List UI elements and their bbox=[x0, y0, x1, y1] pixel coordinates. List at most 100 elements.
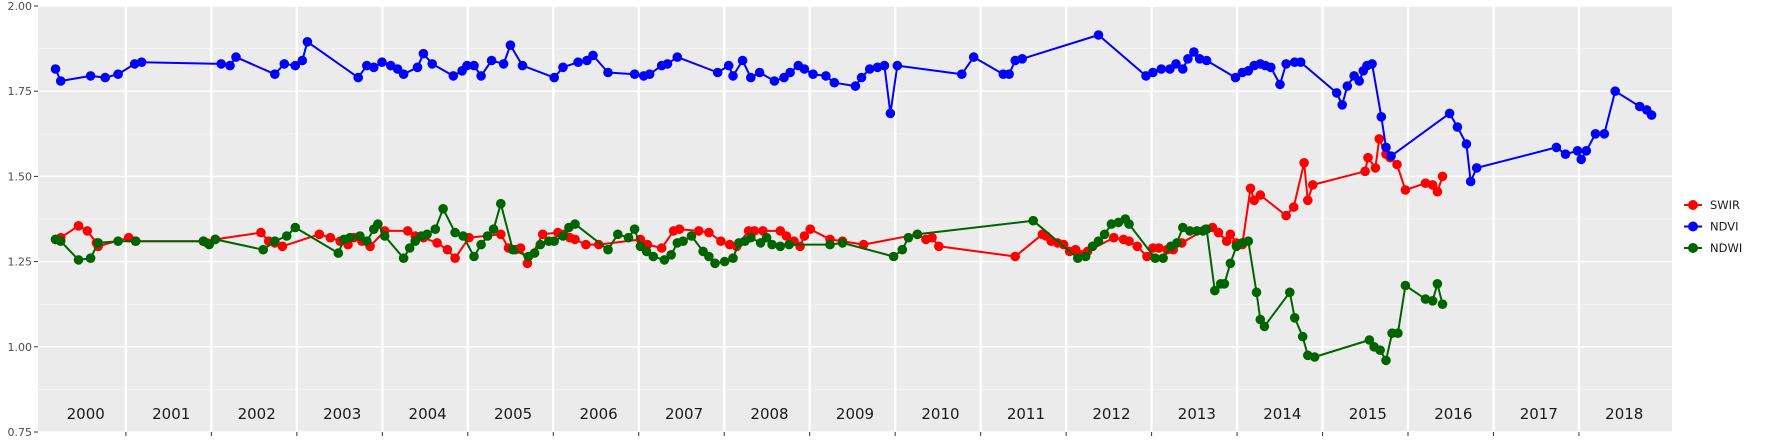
data-point-ndwi bbox=[1210, 285, 1220, 296]
data-point-swir bbox=[1374, 134, 1384, 144]
data-point-ndvi bbox=[879, 60, 890, 71]
data-point-swir bbox=[450, 253, 460, 263]
data-point-swir bbox=[1109, 232, 1119, 243]
data-point-ndvi bbox=[297, 55, 308, 66]
data-point-ndvi bbox=[737, 55, 748, 66]
data-point-ndwi bbox=[686, 231, 697, 241]
legend-key-marker bbox=[1688, 221, 1698, 232]
data-point-ndwi bbox=[1255, 314, 1266, 325]
x-tick-label: 2009 bbox=[836, 405, 874, 423]
data-point-ndvi bbox=[785, 67, 795, 78]
data-point-ndwi bbox=[1364, 335, 1375, 345]
data-point-ndwi bbox=[648, 251, 659, 262]
data-point-ndwi bbox=[629, 224, 640, 234]
data-point-ndvi bbox=[55, 76, 66, 86]
data-point-ndvi bbox=[302, 37, 313, 47]
data-point-swir bbox=[1288, 202, 1299, 212]
x-tick-label: 2004 bbox=[409, 405, 447, 423]
data-point-ndvi bbox=[225, 60, 235, 71]
data-point-ndvi bbox=[1093, 30, 1104, 40]
x-tick-label: 2014 bbox=[1263, 405, 1301, 423]
data-point-ndwi bbox=[837, 238, 848, 248]
data-point-ndvi bbox=[558, 62, 568, 73]
x-tick-label: 2011 bbox=[1007, 405, 1045, 423]
data-point-ndvi bbox=[279, 59, 290, 69]
x-tick-label: 2005 bbox=[494, 405, 532, 423]
data-point-ndwi bbox=[362, 236, 372, 246]
data-point-swir bbox=[674, 224, 685, 234]
data-point-ndvi bbox=[462, 60, 472, 71]
data-point-ndvi bbox=[517, 60, 528, 71]
data-point-ndvi bbox=[1646, 110, 1657, 120]
data-point-ndwi bbox=[903, 232, 914, 243]
data-point-ndwi bbox=[398, 253, 409, 263]
data-point-swir bbox=[656, 243, 667, 253]
data-point-swir bbox=[1058, 239, 1069, 250]
data-point-ndvi bbox=[603, 67, 613, 78]
data-point-swir bbox=[799, 231, 810, 241]
data-point-ndwi bbox=[1073, 253, 1083, 263]
axes-layer: 0.75 1.00 1.25 1.50 1.75 2.00 2000 2001 2002 2003… bbox=[8, 0, 1644, 439]
data-point-swir bbox=[1124, 236, 1134, 246]
data-point-ndwi bbox=[404, 243, 415, 253]
data-point-ndwi bbox=[1124, 219, 1134, 229]
legend-label: NDVI bbox=[1710, 220, 1739, 234]
data-point-ndwi bbox=[270, 236, 280, 246]
data-point-ndwi bbox=[678, 236, 688, 246]
x-tick-label: 2010 bbox=[921, 405, 959, 423]
data-point-ndvi bbox=[1599, 129, 1610, 139]
data-point-ndvi bbox=[50, 64, 61, 74]
data-point-swir bbox=[1370, 163, 1381, 173]
legend: SWIR NDVI NDWI bbox=[1684, 198, 1742, 255]
data-point-swir bbox=[581, 239, 591, 250]
data-point-ndwi bbox=[93, 238, 103, 248]
data-point-ndwi bbox=[130, 236, 141, 246]
data-point-ndwi bbox=[508, 244, 518, 255]
data-point-ndwi bbox=[281, 231, 292, 241]
y-tick-label: 1.25 bbox=[8, 256, 33, 269]
data-point-ndwi bbox=[1185, 226, 1195, 236]
data-point-ndvi bbox=[1171, 59, 1181, 69]
data-point-ndwi bbox=[825, 239, 835, 250]
data-point-ndwi bbox=[558, 231, 568, 241]
data-point-ndwi bbox=[1375, 345, 1385, 356]
data-point-swir bbox=[256, 227, 266, 238]
data-point-ndvi bbox=[427, 59, 438, 69]
data-point-ndvi bbox=[1560, 149, 1571, 159]
data-point-ndwi bbox=[422, 229, 432, 240]
data-point-swir bbox=[594, 239, 604, 250]
data-point-ndwi bbox=[1080, 251, 1091, 262]
data-point-ndvi bbox=[469, 60, 479, 71]
data-point-swir bbox=[570, 234, 580, 245]
data-point-ndvi bbox=[864, 64, 875, 74]
data-point-ndwi bbox=[666, 250, 676, 260]
data-point-ndwi bbox=[728, 253, 738, 263]
data-point-ndwi bbox=[1093, 236, 1104, 246]
y-tick-label: 1.75 bbox=[8, 85, 33, 98]
data-point-ndvi bbox=[476, 71, 486, 81]
data-point-swir bbox=[1281, 210, 1291, 221]
legend-label: NDWI bbox=[1710, 241, 1742, 255]
data-point-ndwi bbox=[912, 229, 923, 240]
data-point-ndwi bbox=[1225, 258, 1236, 269]
data-point-ndvi bbox=[769, 76, 780, 86]
data-point-ndvi bbox=[662, 59, 673, 69]
data-point-ndvi bbox=[398, 69, 409, 79]
data-point-swir bbox=[1213, 227, 1224, 238]
data-point-ndvi bbox=[231, 52, 241, 62]
data-point-ndvi bbox=[1367, 59, 1377, 69]
data-point-swir bbox=[781, 231, 792, 241]
data-point-ndvi bbox=[573, 57, 583, 67]
data-point-ndwi bbox=[210, 234, 221, 245]
data-point-ndvi bbox=[1337, 100, 1347, 110]
data-point-swir bbox=[1307, 180, 1318, 190]
data-point-ndwi bbox=[476, 239, 486, 250]
data-point-ndvi bbox=[1461, 139, 1472, 149]
data-point-swir bbox=[1427, 180, 1438, 190]
data-point-swir bbox=[325, 232, 336, 243]
data-point-ndvi bbox=[486, 55, 497, 66]
data-point-ndvi bbox=[808, 69, 818, 79]
data-point-swir bbox=[1255, 190, 1266, 200]
data-point-swir bbox=[1303, 195, 1313, 206]
